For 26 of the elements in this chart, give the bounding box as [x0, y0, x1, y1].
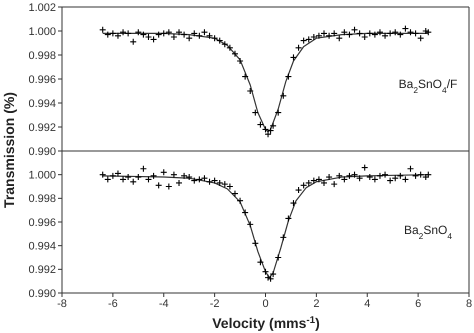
y-tick-label: 0.998: [28, 193, 56, 206]
y-tick-label: 0.996: [28, 216, 56, 229]
y-tick-label: 0.992: [28, 122, 56, 134]
y-tick-label: 1.000: [28, 26, 56, 38]
y-tick-label: 0.990: [28, 288, 56, 300]
x-tick-label: -8: [57, 298, 67, 310]
x-axis-title: Velocity (mms$^{-1}$): [212, 314, 320, 331]
annotation: Ba$_{2}$SnO$_{4}$: [404, 223, 452, 241]
y-tick-label: 0.998: [28, 50, 56, 62]
x-tick-label: 8: [466, 298, 472, 310]
y-axis-title: Transmission (%): [1, 92, 17, 208]
y-tick-label: 0.992: [28, 264, 56, 276]
x-tick-label: 0: [262, 298, 269, 310]
y-tick-label: 1.000: [28, 170, 56, 182]
x-tick-label: 6: [415, 298, 422, 310]
x-tick-label: -4: [158, 298, 169, 310]
y-tick-label: 0.996: [28, 74, 56, 86]
x-tick-label: -2: [210, 298, 220, 310]
y-tick-label: 0.994: [28, 98, 56, 110]
y-tick-label: 0.990: [28, 146, 56, 158]
x-tick-label: 4: [364, 298, 370, 310]
x-tick-label: 2: [313, 298, 320, 310]
annotation: Ba$_{2}$SnO$_{4}$/F: [398, 77, 458, 95]
y-tick-label: 1.002: [28, 2, 56, 14]
x-tick-label: -6: [108, 298, 118, 310]
y-tick-label: 0.994: [28, 240, 56, 253]
